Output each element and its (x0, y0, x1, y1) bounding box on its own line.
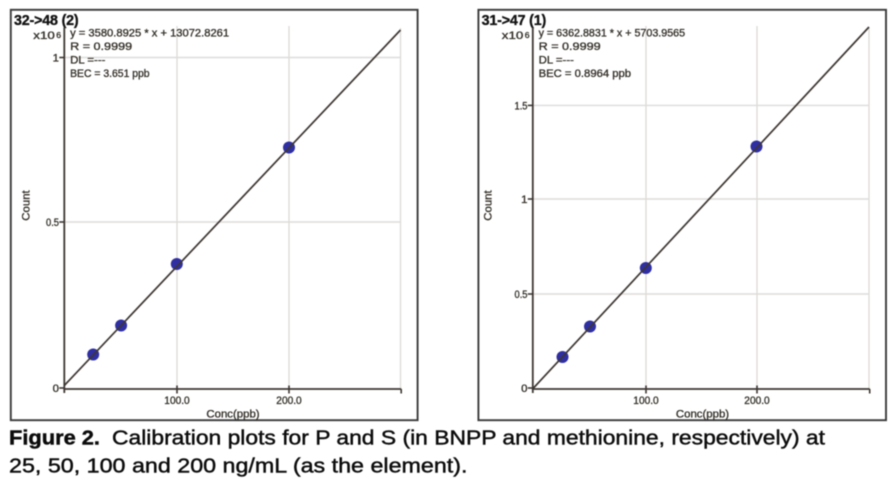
svg-text:0: 0 (521, 383, 527, 395)
svg-text:25, 50, 100 and 200 ng/mL (as: 25, 50, 100 and 200 ng/mL (as the elemen… (9, 455, 467, 478)
svg-text:x10: x10 (502, 30, 524, 42)
svg-text:R = 0.9999: R = 0.9999 (70, 41, 132, 53)
svg-text:1: 1 (521, 194, 527, 206)
svg-text:Conc(ppb): Conc(ppb) (676, 409, 729, 421)
svg-text:y = 6362.8831 * x + 5703.9565: y = 6362.8831 * x + 5703.9565 (539, 28, 686, 40)
svg-text:BEC = 3.651 ppb: BEC = 3.651 ppb (70, 68, 150, 80)
svg-text:200.0: 200.0 (276, 395, 301, 407)
svg-text:100.0: 100.0 (633, 395, 658, 407)
svg-text:6: 6 (56, 30, 61, 40)
svg-text:100.0: 100.0 (164, 395, 189, 407)
svg-text:BEC = 0.8964 ppb: BEC = 0.8964 ppb (539, 68, 632, 80)
svg-text:x10: x10 (33, 30, 55, 42)
svg-text:1: 1 (53, 52, 59, 64)
svg-text:6: 6 (525, 30, 530, 40)
svg-text:1.5: 1.5 (515, 100, 528, 112)
svg-text:0: 0 (53, 383, 59, 395)
svg-text:Calibration plots for P and S: Calibration plots for P and S (in BNPP a… (112, 427, 825, 450)
svg-text:Count: Count (483, 189, 495, 220)
svg-text:31->47 (1): 31->47 (1) (482, 12, 547, 29)
svg-text:Count: Count (20, 189, 32, 220)
svg-text:DL =---: DL =--- (70, 54, 106, 66)
svg-text:Conc(ppb): Conc(ppb) (206, 409, 259, 421)
svg-text:Figure 2.: Figure 2. (9, 427, 100, 450)
svg-text:200.0: 200.0 (744, 395, 769, 407)
svg-text:32->48 (2): 32->48 (2) (14, 12, 79, 29)
svg-text:DL =---: DL =--- (539, 54, 575, 66)
svg-text:0.5: 0.5 (46, 217, 59, 229)
svg-text:R = 0.9999: R = 0.9999 (539, 41, 601, 53)
svg-text:y = 3580.8925 * x + 13072.826: y = 3580.8925 * x + 13072.8261 (70, 28, 229, 40)
svg-text:0.5: 0.5 (515, 289, 528, 301)
